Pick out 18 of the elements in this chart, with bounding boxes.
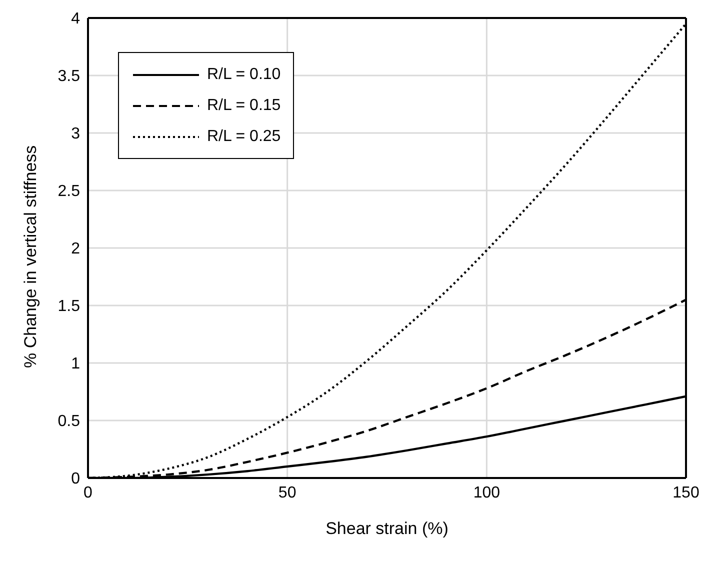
- legend-label: R/L = 0.25: [207, 128, 281, 146]
- legend-label: R/L = 0.15: [207, 96, 281, 114]
- x-tick-label: 0: [84, 484, 93, 502]
- y-tick-label: 2.5: [58, 183, 80, 200]
- y-tick-label: 3: [71, 126, 80, 143]
- x-tick-label: 50: [278, 484, 296, 502]
- y-tick-label: 1.5: [58, 298, 80, 316]
- y-tick-label: 4: [71, 10, 80, 28]
- x-axis-title: Shear strain (%): [326, 519, 448, 538]
- y-tick-label: 0.5: [58, 413, 80, 430]
- y-tick-label: 1: [71, 356, 80, 373]
- y-tick-label: 2: [71, 240, 80, 258]
- y-tick-label: 0: [71, 470, 80, 488]
- y-axis-title: % Change in vertical stiffness: [21, 145, 40, 368]
- legend-label: R/L = 0.10: [207, 66, 281, 84]
- y-tick-label: 3.5: [58, 68, 80, 86]
- x-tick-label: 150: [672, 484, 700, 502]
- x-tick-label: 100: [473, 484, 500, 502]
